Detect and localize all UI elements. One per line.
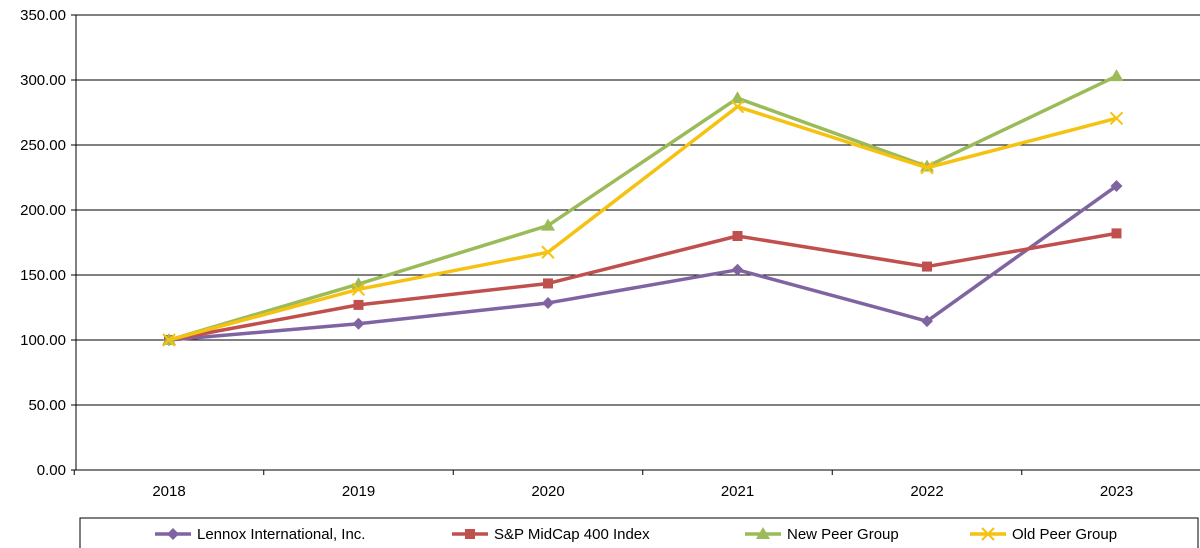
- data-point: [541, 218, 555, 231]
- legend-marker: [167, 528, 179, 540]
- x-tick-label: 2019: [342, 483, 375, 500]
- legend-item: S&P MidCap 400 Index: [452, 526, 650, 543]
- y-tick-label: 150.00: [20, 267, 66, 284]
- y-tick-label: 0.00: [37, 462, 66, 479]
- series: [162, 69, 1124, 347]
- y-tick-label: 350.00: [20, 7, 66, 24]
- legend-item: New Peer Group: [745, 526, 899, 543]
- x-tick-label: 2021: [721, 483, 754, 500]
- series-line: [168, 184, 1118, 342]
- x-tick-label: 2023: [1100, 483, 1133, 500]
- data-point: [352, 317, 365, 330]
- legend-marker: [981, 527, 995, 541]
- series-line: [168, 74, 1118, 342]
- data-point: [353, 299, 364, 310]
- series-line: [168, 231, 1117, 342]
- legend-marker: [465, 529, 475, 539]
- data-point: [1109, 111, 1124, 126]
- data-point: [1111, 228, 1122, 239]
- data-point: [730, 99, 745, 114]
- legend-label: S&P MidCap 400 Index: [494, 526, 650, 543]
- x-tick-label: 2022: [910, 483, 943, 500]
- series-3: [162, 99, 1124, 347]
- legend-label: Old Peer Group: [1012, 526, 1117, 543]
- data-point: [730, 91, 745, 104]
- data-point: [1110, 179, 1123, 192]
- legend-item: Old Peer Group: [970, 526, 1117, 543]
- data-point: [1109, 69, 1124, 82]
- legend-box: [79, 517, 1199, 548]
- y-tick-label: 100.00: [20, 332, 66, 349]
- series-0: [163, 179, 1123, 346]
- y-tick-label: 200.00: [20, 202, 66, 219]
- x-tick-label: 2020: [531, 483, 564, 500]
- legend-marker: [756, 527, 770, 539]
- y-tick-label: 50.00: [28, 397, 66, 414]
- data-point: [731, 263, 744, 276]
- data-point: [541, 245, 555, 259]
- data-point: [921, 315, 933, 328]
- series-line: [168, 104, 1117, 342]
- data-point: [543, 278, 553, 289]
- data-point: [351, 282, 366, 297]
- legend: Lennox International, Inc. S&P MidCap 400…: [79, 517, 1199, 548]
- data-point: [732, 231, 743, 241]
- legend-item: Lennox International, Inc.: [155, 526, 365, 543]
- x-tick-label: 2018: [152, 483, 185, 500]
- y-tick-label: 300.00: [20, 72, 66, 89]
- data-point: [542, 296, 554, 309]
- data-point: [920, 161, 934, 175]
- axes: 0.00 50.00 100.00 150.00 200.00 250.00 300.00 3…: [20, 7, 1200, 500]
- legend-label: Lennox International, Inc.: [197, 526, 365, 543]
- data-point: [162, 333, 176, 347]
- data-point: [922, 261, 932, 272]
- gridlines: [76, 14, 1200, 406]
- legend-label: New Peer Group: [787, 526, 899, 543]
- y-tick-label: 250.00: [20, 137, 66, 154]
